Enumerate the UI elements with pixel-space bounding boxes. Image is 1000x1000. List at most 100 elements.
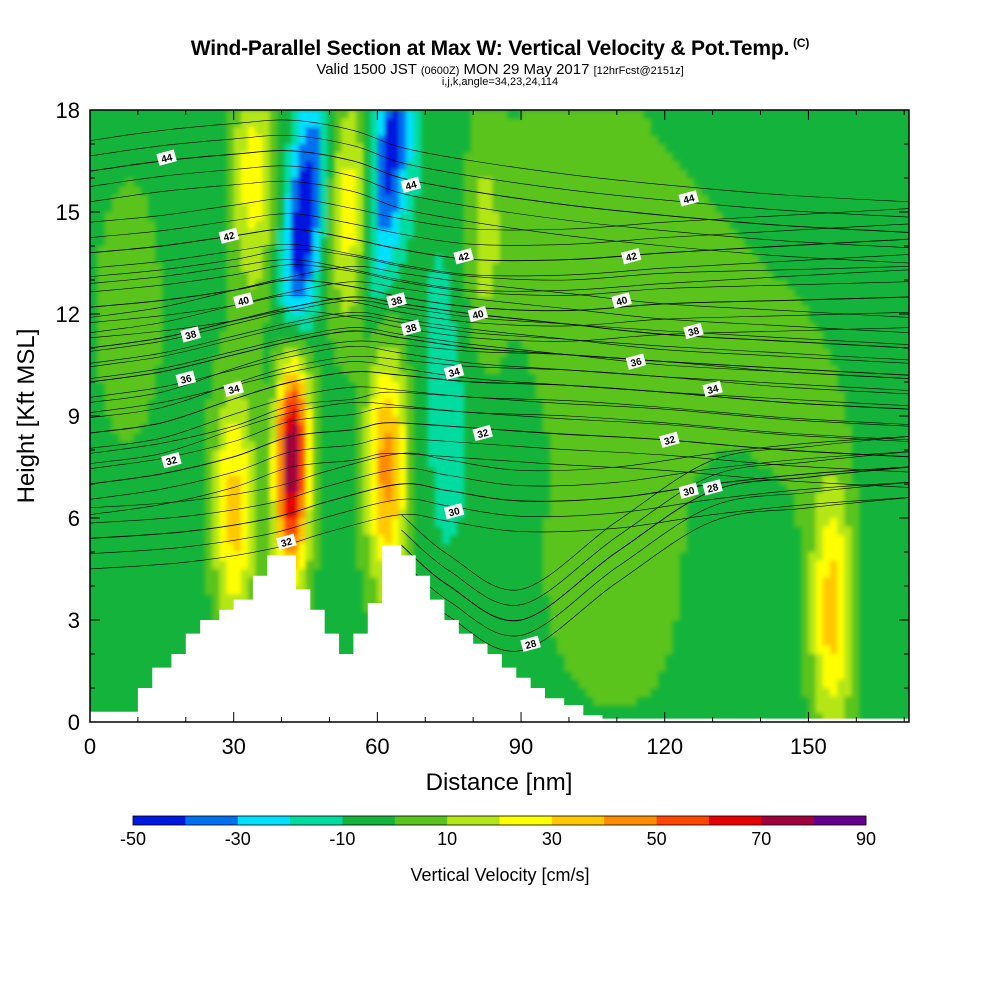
velocity-cell bbox=[226, 594, 235, 604]
velocity-cell bbox=[355, 509, 364, 519]
velocity-cell bbox=[844, 560, 853, 570]
velocity-cell bbox=[556, 229, 565, 239]
velocity-cell bbox=[772, 365, 781, 375]
velocity-cell bbox=[657, 492, 666, 502]
velocity-cell bbox=[636, 390, 644, 400]
velocity-cell bbox=[528, 288, 537, 298]
velocity-cell bbox=[571, 390, 580, 400]
velocity-cell bbox=[571, 382, 580, 392]
velocity-cell bbox=[456, 484, 465, 494]
velocity-cell bbox=[542, 416, 551, 426]
velocity-cell bbox=[298, 178, 307, 188]
velocity-cell bbox=[628, 322, 637, 332]
contour-label-36: 36 bbox=[625, 353, 647, 370]
velocity-cell bbox=[650, 314, 659, 324]
velocity-cell bbox=[226, 492, 235, 502]
velocity-cell bbox=[772, 322, 781, 332]
velocity-cell bbox=[535, 254, 544, 264]
velocity-cell bbox=[822, 484, 831, 494]
velocity-cell bbox=[571, 662, 580, 672]
velocity-cell bbox=[348, 152, 357, 162]
velocity-cell bbox=[628, 271, 637, 281]
velocity-cell bbox=[118, 390, 127, 400]
theta-contour-36 bbox=[90, 330, 909, 383]
velocity-cell bbox=[628, 569, 637, 579]
velocity-cell bbox=[607, 662, 616, 672]
velocity-cell bbox=[125, 305, 134, 315]
velocity-cell bbox=[556, 110, 565, 120]
velocity-cell bbox=[592, 382, 601, 392]
velocity-cell bbox=[600, 594, 609, 604]
velocity-cell bbox=[312, 518, 321, 528]
velocity-cell bbox=[750, 373, 759, 383]
velocity-cell bbox=[822, 688, 831, 698]
velocity-cell bbox=[592, 603, 601, 613]
velocity-cell bbox=[384, 373, 393, 383]
velocity-cell bbox=[312, 492, 321, 502]
velocity-cell bbox=[248, 543, 257, 553]
velocity-cell bbox=[743, 314, 752, 324]
velocity-cell bbox=[248, 305, 257, 315]
velocity-cell bbox=[736, 271, 745, 281]
velocity-cell bbox=[384, 467, 393, 477]
velocity-cell bbox=[628, 688, 637, 698]
velocity-cell bbox=[427, 339, 436, 349]
velocity-cell bbox=[226, 535, 235, 545]
velocity-cell bbox=[643, 356, 652, 366]
velocity-cell bbox=[650, 254, 659, 264]
velocity-cell bbox=[578, 552, 587, 562]
velocity-cell bbox=[204, 450, 213, 460]
velocity-cell bbox=[298, 569, 307, 579]
velocity-cell bbox=[822, 594, 831, 604]
velocity-cell bbox=[542, 322, 551, 332]
velocity-cell bbox=[607, 390, 616, 400]
velocity-cell bbox=[556, 535, 565, 545]
theta-contour-minor bbox=[90, 437, 909, 500]
velocity-cell bbox=[607, 433, 616, 443]
velocity-cell bbox=[679, 263, 688, 273]
velocity-cell bbox=[592, 441, 601, 451]
velocity-cell bbox=[355, 152, 364, 162]
velocity-cell bbox=[700, 288, 709, 298]
velocity-cell bbox=[822, 679, 831, 689]
velocity-cell bbox=[779, 280, 788, 290]
velocity-cell bbox=[276, 501, 285, 511]
velocity-cell bbox=[592, 628, 601, 638]
velocity-cell bbox=[133, 348, 142, 358]
velocity-cell bbox=[707, 212, 716, 222]
velocity-cell bbox=[556, 424, 565, 434]
velocity-cell bbox=[815, 390, 824, 400]
velocity-cell bbox=[851, 535, 860, 545]
velocity-cell bbox=[391, 186, 400, 196]
velocity-cell bbox=[750, 433, 759, 443]
velocity-cell bbox=[327, 237, 336, 247]
velocity-cell bbox=[801, 373, 810, 383]
velocity-cell bbox=[542, 186, 551, 196]
velocity-cell bbox=[607, 212, 616, 222]
velocity-cell bbox=[614, 586, 623, 596]
velocity-cell bbox=[657, 441, 666, 451]
velocity-cell bbox=[233, 484, 242, 494]
velocity-cell bbox=[679, 526, 688, 536]
velocity-cell bbox=[829, 645, 838, 655]
velocity-cell bbox=[147, 288, 156, 298]
velocity-cell bbox=[636, 492, 644, 502]
velocity-cell bbox=[636, 543, 644, 553]
contour-label-42: 42 bbox=[620, 248, 642, 264]
theta-contour-28 bbox=[401, 466, 909, 622]
velocity-cell bbox=[118, 331, 127, 341]
velocity-cell bbox=[578, 229, 587, 239]
velocity-cell bbox=[585, 586, 594, 596]
velocity-cell bbox=[564, 577, 573, 587]
velocity-cell bbox=[851, 577, 860, 587]
velocity-cell bbox=[664, 475, 673, 485]
velocity-cell bbox=[564, 594, 573, 604]
velocity-cell bbox=[370, 169, 379, 179]
velocity-cell bbox=[355, 433, 364, 443]
velocity-cell bbox=[276, 441, 285, 451]
velocity-cell bbox=[794, 424, 803, 434]
velocity-cell bbox=[427, 382, 436, 392]
velocity-cell bbox=[729, 433, 738, 443]
velocity-cell bbox=[377, 356, 386, 366]
velocity-cell bbox=[233, 322, 242, 332]
